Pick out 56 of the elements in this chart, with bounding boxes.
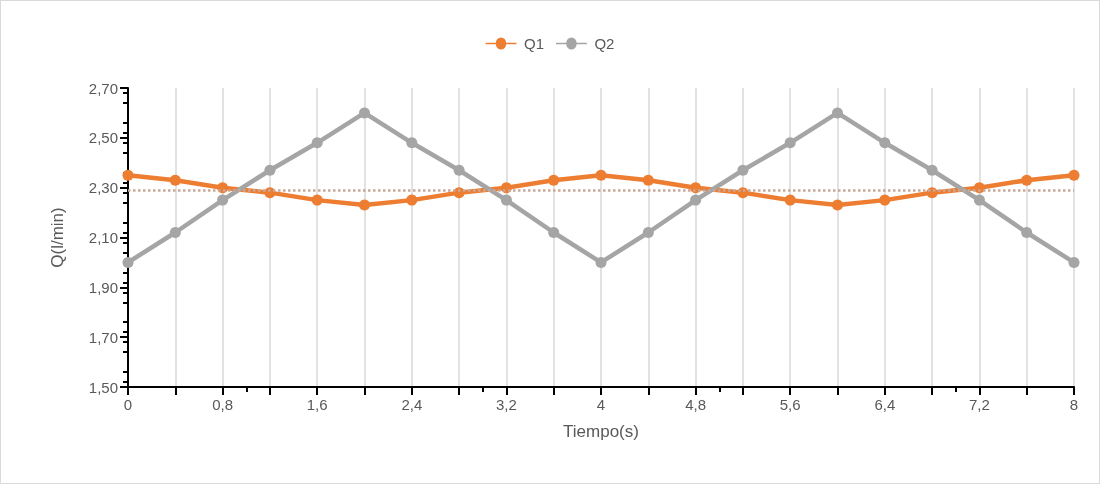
x-tick-label: 4	[596, 396, 606, 413]
point	[548, 174, 560, 186]
point	[832, 107, 843, 119]
point	[595, 169, 607, 181]
x-axis-title: Tiempo(s)	[563, 422, 639, 441]
y-tick-label: 1,70	[88, 328, 118, 346]
x-tick-label: 7,2	[968, 396, 990, 413]
point	[737, 164, 749, 176]
point	[973, 194, 985, 206]
x-tick-label: 0,8	[212, 396, 234, 413]
x-tick-label: 4,8	[685, 396, 707, 413]
x-tick-label: 1,6	[306, 396, 328, 413]
point	[122, 169, 134, 181]
x-tick-label: 8	[1069, 396, 1079, 413]
point	[548, 227, 560, 239]
y-axis-title: Q(l/min)	[48, 207, 67, 268]
point	[1021, 227, 1033, 239]
y-tick-label: 2,30	[88, 179, 118, 197]
point	[642, 174, 654, 186]
point	[1021, 174, 1033, 186]
point	[832, 199, 843, 211]
point	[217, 194, 229, 206]
point	[1068, 169, 1080, 181]
x-tick-label: 3,2	[495, 396, 517, 413]
x-tick-label: 5,6	[779, 396, 801, 413]
point	[169, 227, 181, 239]
point	[500, 194, 512, 206]
x-tick-label: 2,4	[401, 396, 423, 413]
point	[264, 164, 276, 176]
legend-label: Q1	[523, 35, 545, 52]
point	[406, 137, 418, 149]
point	[359, 199, 370, 211]
point	[122, 256, 134, 268]
point	[879, 137, 891, 149]
x-tick-label: 0	[123, 396, 133, 413]
point	[784, 137, 796, 149]
point	[595, 256, 607, 268]
y-tick-label: 1,90	[88, 278, 118, 296]
y-tick-label: 2,70	[88, 79, 118, 97]
point	[642, 227, 654, 239]
point	[311, 137, 323, 149]
point	[784, 194, 796, 206]
legend-label: Q2	[594, 35, 615, 52]
point	[169, 174, 181, 186]
point	[406, 194, 418, 206]
x-tick-label: 6,4	[874, 396, 896, 413]
point	[359, 107, 370, 119]
point	[453, 164, 465, 176]
y-tick-label: 2,50	[88, 129, 118, 147]
y-tick-label: 2,10	[88, 229, 118, 246]
point	[690, 194, 702, 206]
point	[926, 164, 938, 176]
point	[1068, 256, 1080, 268]
point	[879, 194, 891, 206]
point	[311, 194, 323, 206]
y-tick-label: 1,50	[88, 378, 118, 396]
